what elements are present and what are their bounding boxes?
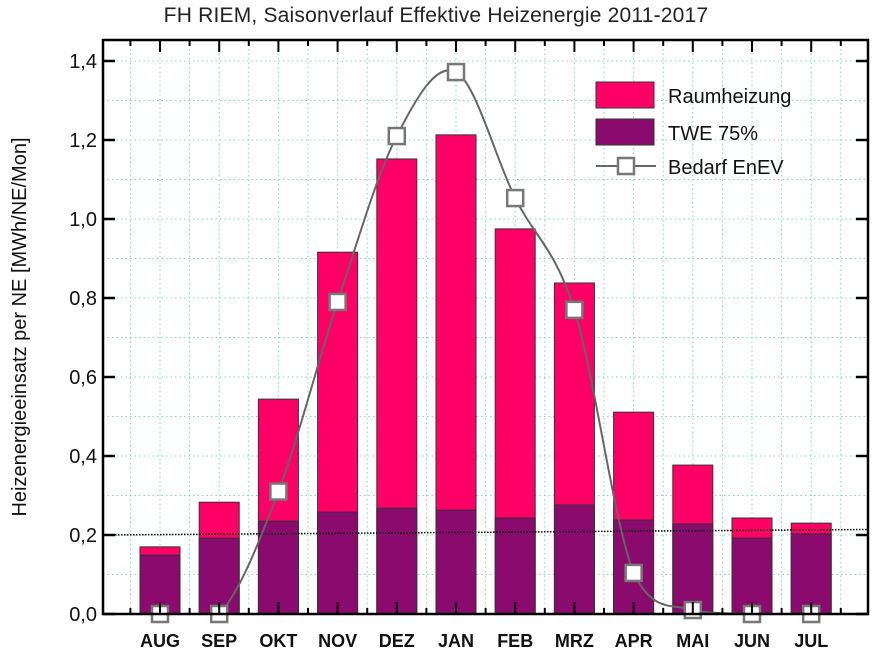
y-tick-label: 0,2 xyxy=(69,525,97,547)
enev-marker xyxy=(269,482,288,501)
x-tick-label: MRZ xyxy=(555,631,594,651)
bar-twe xyxy=(317,511,359,615)
y-tick-label: 0,8 xyxy=(69,288,97,310)
x-tick-label: NOV xyxy=(318,631,357,651)
y-tick-label: 1,0 xyxy=(69,209,97,231)
enev-marker xyxy=(565,300,584,320)
y-tick-label: 1,2 xyxy=(69,130,97,152)
enev-marker xyxy=(387,126,407,146)
bar-twe xyxy=(553,504,595,615)
y-axis-label: Heizenergieeinsatz per NE [MWh/NE/Mon] xyxy=(9,137,31,516)
chart-title: FH RIEM, Saisonverlauf Effektive Heizene… xyxy=(163,4,709,27)
enev-marker xyxy=(328,292,347,312)
bar-twe xyxy=(672,523,714,615)
bar-twe xyxy=(376,507,418,615)
x-tick-label: AUG xyxy=(140,631,180,651)
x-tick-label: DEZ xyxy=(379,631,415,651)
enev-marker xyxy=(446,62,466,82)
bar-twe xyxy=(494,517,536,615)
legend-label-raumheizung: Raumheizung xyxy=(668,86,791,108)
y-tick-label: 0,4 xyxy=(69,446,97,468)
bar-twe xyxy=(731,537,773,615)
x-tick-label: JUN xyxy=(734,631,770,651)
legend-marker-enev xyxy=(616,156,636,176)
x-tick-label: APR xyxy=(615,631,653,651)
x-tick-label: FEB xyxy=(497,631,533,651)
legend-swatch-twe xyxy=(595,118,655,146)
y-tick-label: 1,4 xyxy=(69,51,97,73)
bar-twe xyxy=(790,533,832,615)
bar-twe xyxy=(435,509,477,615)
legend-label-twe: TWE 75% xyxy=(668,123,758,145)
legend-label-enev: Bedarf EnEV xyxy=(668,157,784,179)
x-tick-label: JAN xyxy=(438,631,474,651)
x-tick-label: MAI xyxy=(676,631,709,651)
y-tick-label: 0,6 xyxy=(69,367,97,389)
legend-swatch-raumheizung xyxy=(595,81,655,109)
enev-marker xyxy=(505,188,525,208)
x-tick-label: OKT xyxy=(259,631,297,651)
x-tick-label: JUL xyxy=(794,631,828,651)
x-tick-label: SEP xyxy=(201,631,237,651)
bar-twe xyxy=(257,520,299,615)
enev-marker xyxy=(624,563,643,583)
y-tick-label: 0,0 xyxy=(69,604,97,626)
